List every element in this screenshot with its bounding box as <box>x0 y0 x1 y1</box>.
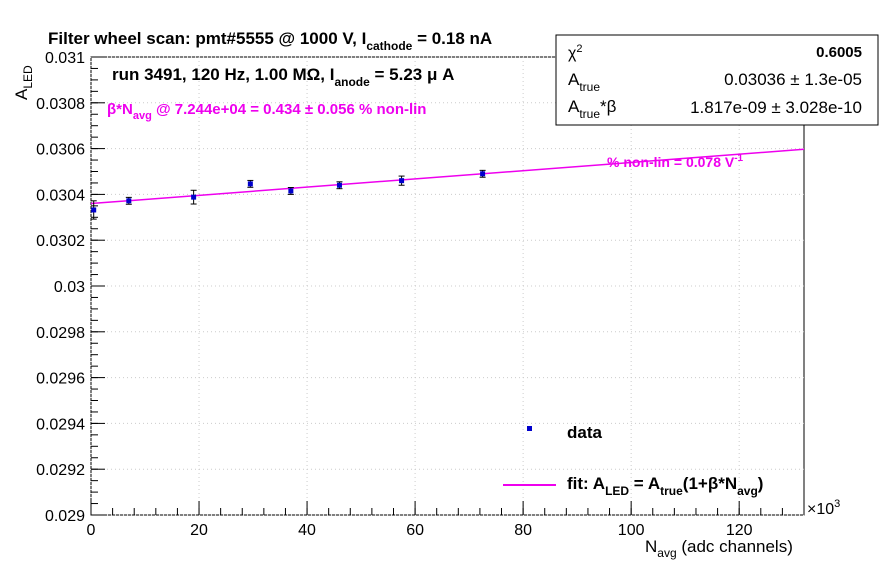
y-tick-label: 0.031 <box>45 50 85 67</box>
title-main: Filter wheel scan: pmt#5555 @ 1000 V, I <box>48 29 366 48</box>
atb-tail: *β <box>600 97 617 116</box>
x-tick-label: 120 <box>726 522 753 539</box>
fit-1: fit: A <box>567 474 605 493</box>
x-axis-label: Navg (adc channels) <box>645 537 793 560</box>
slope-sup: -1 <box>734 153 743 164</box>
y-tick-label: 0.0296 <box>36 371 85 388</box>
data-point <box>247 181 253 187</box>
run-info-tail: = 5.23 μ A <box>370 65 455 84</box>
stats-box-frame <box>555 34 879 126</box>
nonlin-tail: @ 7.244e+04 = 0.434 ± 0.056 % non-lin <box>152 101 427 118</box>
title-tail: = 0.18 nA <box>412 29 492 48</box>
xlabel-main: N <box>645 537 657 556</box>
x-tick-label: 100 <box>618 522 645 539</box>
fit-3: (1+β*N <box>683 474 737 493</box>
fit-line <box>90 148 805 205</box>
y-axis-label: ALED <box>12 65 35 100</box>
legend-fit-label: fit: ALED = Atrue(1+β*Navg) <box>567 474 763 498</box>
run-info: run 3491, 120 Hz, 1.00 MΩ, Ianode = 5.23… <box>112 65 454 89</box>
stats-chi2-value: 0.6005 <box>816 44 862 61</box>
data-point <box>126 198 132 204</box>
axis-ticks <box>90 56 805 516</box>
x-tick-label: 60 <box>406 522 424 539</box>
y-tick-label: 0.029 <box>45 508 85 525</box>
data-point <box>288 188 294 194</box>
atb-sub: true <box>579 107 600 121</box>
legend-data-label: data <box>567 423 603 442</box>
xlabel-tail: (adc channels) <box>677 537 793 556</box>
data-point <box>336 182 342 188</box>
stats-atrue-value: 0.03036 ± 1.3e-05 <box>724 70 862 89</box>
chi2-sup: 2 <box>576 43 582 55</box>
data-point <box>91 207 97 213</box>
data-point <box>480 171 486 177</box>
fit-layer <box>90 148 805 205</box>
stats-atb-label: Atrue*β <box>568 97 617 121</box>
chi2-symbol: χ <box>568 45 577 62</box>
y-tick-labels: 0.029 0.0292 0.0294 0.0296 0.0298 0.03 0.0302 0… <box>36 50 85 525</box>
y-tick-label: 0.0294 <box>36 416 85 433</box>
x-tick-label: 80 <box>514 522 532 539</box>
atb-main: A <box>568 97 580 116</box>
nonlin-annotation: β*Navg @ 7.244e+04 = 0.434 ± 0.056 % non… <box>107 101 426 122</box>
data-layer <box>90 169 486 220</box>
ylabel-sub: LED <box>21 65 35 89</box>
legend-data-marker <box>527 426 532 431</box>
stats-chi2-label: χ2 <box>568 43 583 62</box>
run-info-sub: anode <box>334 75 370 89</box>
y-tick-label: 0.0292 <box>36 462 85 479</box>
xlabel-sub: avg <box>657 546 676 560</box>
x-tick-label: 20 <box>190 522 208 539</box>
run-info-main: run 3491, 120 Hz, 1.00 MΩ, I <box>112 65 334 84</box>
grid <box>90 56 804 516</box>
x-multiplier-exp: 3 <box>834 498 840 510</box>
ylabel-main: A <box>12 88 31 100</box>
data-point <box>399 178 405 184</box>
fit-2: = A <box>629 474 660 493</box>
slope-label: % non-lin = 0.078 V-1 <box>607 153 744 170</box>
fit-4: ) <box>758 474 764 493</box>
fit-sub2: true <box>660 484 683 498</box>
fit-sub3: avg <box>737 484 758 498</box>
y-tick-label: 0.0306 <box>36 142 85 159</box>
stats-atb-value: 1.817e-09 ± 3.028e-10 <box>690 98 862 117</box>
data-point <box>191 194 197 200</box>
y-tick-label: 0.0308 <box>36 96 85 113</box>
y-tick-label: 0.0304 <box>36 187 85 204</box>
x-multiplier-main: ×10 <box>807 501 834 518</box>
y-tick-label: 0.03 <box>54 279 85 296</box>
x-tick-labels: 0 20 40 60 80 100 120 <box>87 522 753 539</box>
legend: data fit: ALED = Atrue(1+β*Navg) <box>503 423 763 498</box>
atrue-sub: true <box>579 80 600 94</box>
title-sub: cathode <box>366 39 412 53</box>
x-tick-label: 40 <box>298 522 316 539</box>
nonlin-main: β*N <box>107 101 133 118</box>
chart-title: Filter wheel scan: pmt#5555 @ 1000 V, Ic… <box>48 29 492 53</box>
x-multiplier: ×103 <box>807 498 840 518</box>
stats-box: χ2 0.6005 Atrue 0.03036 ± 1.3e-05 Atrue*… <box>555 34 879 126</box>
fit-sub1: LED <box>605 484 629 498</box>
y-tick-label: 0.0298 <box>36 325 85 342</box>
atrue-main: A <box>568 70 580 89</box>
y-tick-label: 0.0302 <box>36 233 85 250</box>
x-tick-label: 0 <box>87 522 96 539</box>
slope-main: % non-lin = 0.078 V <box>607 154 735 170</box>
stats-atrue-label: Atrue <box>568 70 600 94</box>
nonlin-sub: avg <box>133 110 152 122</box>
